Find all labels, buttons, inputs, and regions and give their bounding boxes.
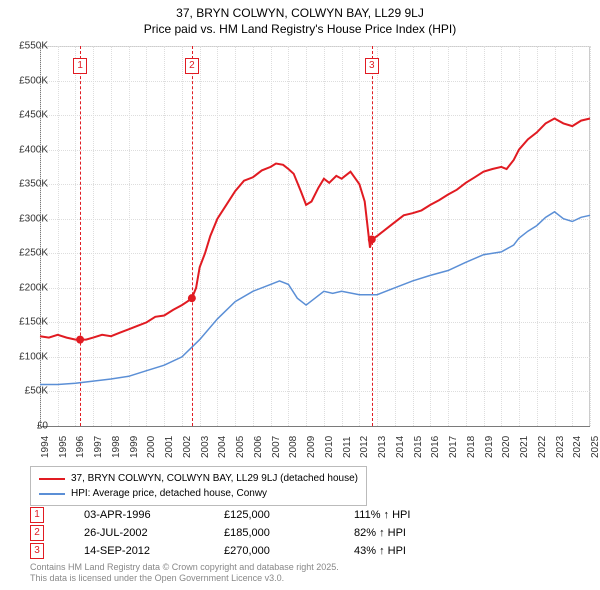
x-tick-label: 2019 [484,436,495,458]
x-tick-label: 2023 [555,436,566,458]
y-tick-label: £0 [37,421,48,432]
x-tick-label: 2020 [501,436,512,458]
x-tick-label: 2012 [359,436,370,458]
x-tick-label: 2016 [430,436,441,458]
sale-marker-dot [76,336,84,344]
gridline-v [590,46,591,426]
x-tick-label: 2024 [572,436,583,458]
sale-marker-dot [188,294,196,302]
event-badge: 2 [30,525,44,541]
x-tick-label: 2021 [519,436,530,458]
y-tick-label: £50K [25,386,48,397]
table-row: 1 03-APR-1996 £125,000 111% ↑ HPI [30,506,474,524]
sale-marker-dot [368,235,376,243]
event-date: 14-SEP-2012 [84,545,224,557]
title-line1: 37, BRYN COLWYN, COLWYN BAY, LL29 9LJ [0,6,600,22]
x-tick-label: 2001 [164,436,175,458]
event-pct: 111% ↑ HPI [354,509,474,521]
y-tick-label: £250K [19,248,48,259]
chart-svg [40,46,590,426]
x-tick-label: 2000 [146,436,157,458]
event-price: £185,000 [224,527,354,539]
x-tick-label: 2025 [590,436,600,458]
property-series-line [40,119,590,340]
x-tick-label: 1995 [58,436,69,458]
legend-row-property: 37, BRYN COLWYN, COLWYN BAY, LL29 9LJ (d… [39,471,358,486]
footnote-line2: This data is licensed under the Open Gov… [30,573,339,584]
x-tick-label: 1997 [93,436,104,458]
x-tick-label: 2005 [235,436,246,458]
event-price: £270,000 [224,545,354,557]
x-tick-label: 2003 [200,436,211,458]
x-tick-label: 2017 [448,436,459,458]
x-tick-label: 1996 [75,436,86,458]
event-badge: 1 [30,507,44,523]
title-line2: Price paid vs. HM Land Registry's House … [0,22,600,38]
x-tick-label: 2022 [537,436,548,458]
footnote: Contains HM Land Registry data © Crown c… [30,562,339,585]
x-tick-label: 2009 [306,436,317,458]
events-table: 1 03-APR-1996 £125,000 111% ↑ HPI 2 26-J… [30,506,474,560]
x-tick-label: 2004 [217,436,228,458]
event-pct: 43% ↑ HPI [354,545,474,557]
x-tick-label: 1998 [111,436,122,458]
x-tick-label: 1999 [129,436,140,458]
y-tick-label: £300K [19,213,48,224]
event-date: 26-JUL-2002 [84,527,224,539]
x-tick-label: 2018 [466,436,477,458]
event-price: £125,000 [224,509,354,521]
x-tick-label: 2010 [324,436,335,458]
x-tick-label: 1994 [40,436,51,458]
legend-label-hpi: HPI: Average price, detached house, Conw… [71,486,267,501]
x-tick-label: 2002 [182,436,193,458]
event-badge: 2 [185,58,199,74]
y-tick-label: £450K [19,110,48,121]
legend-swatch-property [39,478,65,480]
y-tick-label: £550K [19,41,48,52]
x-tick-label: 2014 [395,436,406,458]
y-tick-label: £100K [19,351,48,362]
x-tick-label: 2011 [342,436,353,458]
table-row: 2 26-JUL-2002 £185,000 82% ↑ HPI [30,524,474,542]
x-tick-label: 2013 [377,436,388,458]
x-tick-label: 2008 [288,436,299,458]
x-tick-label: 2007 [271,436,282,458]
event-badge: 3 [365,58,379,74]
legend: 37, BRYN COLWYN, COLWYN BAY, LL29 9LJ (d… [30,466,367,506]
hpi-series-line [40,212,590,385]
title-block: 37, BRYN COLWYN, COLWYN BAY, LL29 9LJ Pr… [0,0,600,37]
sale-markers [76,235,376,343]
table-row: 3 14-SEP-2012 £270,000 43% ↑ HPI [30,542,474,560]
footnote-line1: Contains HM Land Registry data © Crown c… [30,562,339,573]
y-tick-label: £150K [19,317,48,328]
event-pct: 82% ↑ HPI [354,527,474,539]
legend-swatch-hpi [39,493,65,495]
y-tick-label: £350K [19,179,48,190]
x-tick-label: 2015 [413,436,424,458]
chart-container: 37, BRYN COLWYN, COLWYN BAY, LL29 9LJ Pr… [0,0,600,590]
legend-row-hpi: HPI: Average price, detached house, Conw… [39,486,358,501]
event-badge: 3 [30,543,44,559]
y-tick-label: £400K [19,144,48,155]
x-tick-label: 2006 [253,436,264,458]
x-axis [40,426,590,427]
y-tick-label: £500K [19,75,48,86]
legend-label-property: 37, BRYN COLWYN, COLWYN BAY, LL29 9LJ (d… [71,471,358,486]
y-tick-label: £200K [19,282,48,293]
event-badge: 1 [73,58,87,74]
event-date: 03-APR-1996 [84,509,224,521]
